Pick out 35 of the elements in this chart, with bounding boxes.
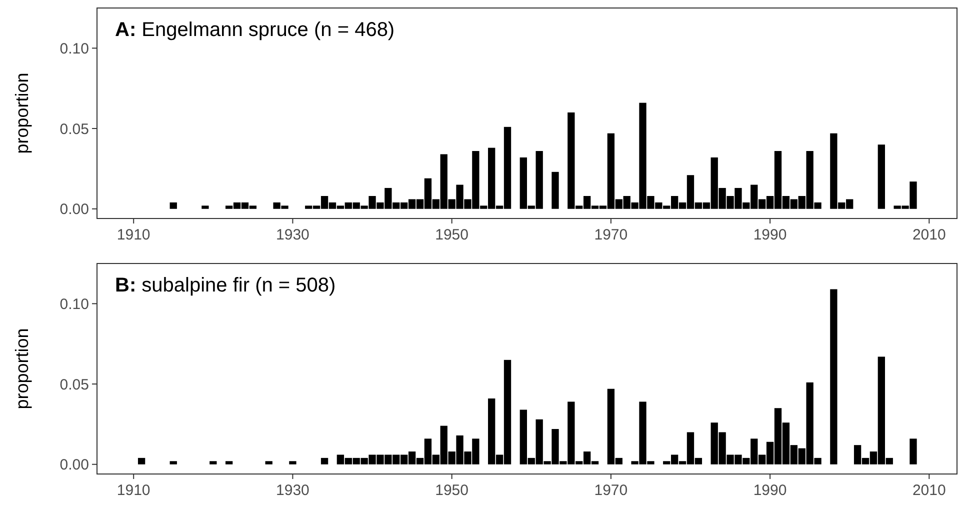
- y-tick-label: 0.05: [60, 120, 89, 138]
- bar: [878, 144, 885, 209]
- bar: [830, 289, 838, 464]
- bar: [225, 461, 233, 464]
- x-tick-label: 2010: [912, 226, 946, 244]
- text: A: Engelmann spruce (n = 468): [115, 19, 395, 41]
- y-tick-label: 0.05: [60, 376, 89, 394]
- x-tick-label: 1970: [594, 482, 628, 499]
- bar: [289, 461, 296, 464]
- y-axis-title: proportion: [12, 328, 32, 410]
- bar: [552, 172, 559, 209]
- x-tick-label: 1990: [753, 482, 787, 499]
- y-axis-title: proportion: [12, 72, 32, 154]
- bar: [910, 438, 917, 464]
- x-tick-label: 2010: [912, 482, 946, 499]
- y-tick-label: 0.10: [60, 40, 89, 58]
- x-tick-label: 1970: [594, 226, 628, 244]
- bar: [320, 458, 328, 464]
- y-tick-label: 0.00: [60, 201, 89, 218]
- bar: [138, 458, 146, 464]
- bar: [210, 461, 217, 464]
- x-tick-label: 1910: [116, 482, 150, 499]
- x-tick-label: 1930: [276, 226, 310, 244]
- text: B: subalpine fir (n = 508): [115, 274, 336, 296]
- bar: [202, 206, 209, 209]
- bar: [265, 461, 272, 464]
- y-tick-label: 0.00: [60, 456, 89, 474]
- bar: [170, 461, 177, 464]
- x-tick-label: 1930: [276, 482, 310, 499]
- x-tick-label: 1950: [435, 226, 469, 244]
- x-tick-label: 1990: [753, 226, 787, 244]
- bar: [170, 202, 177, 209]
- y-tick-label: 0.10: [60, 296, 89, 313]
- x-tick-label: 1910: [116, 226, 150, 244]
- x-tick-label: 1950: [435, 482, 469, 499]
